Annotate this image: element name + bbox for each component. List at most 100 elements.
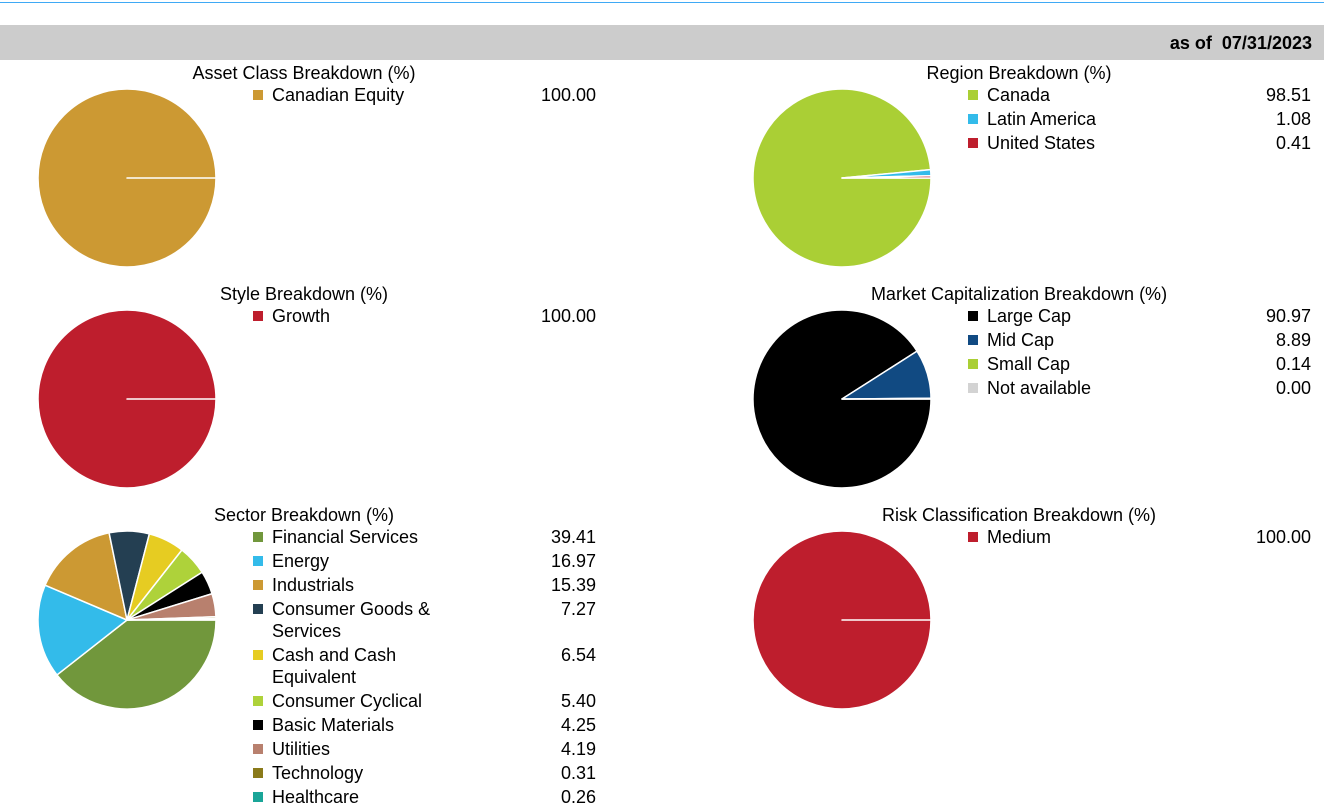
legend-swatch: [253, 311, 263, 321]
legend-label: Financial Services: [272, 527, 419, 547]
legend-swatch: [968, 383, 978, 393]
legend-item: Canada 98.51: [968, 84, 1311, 106]
legend-swatch: [253, 580, 263, 590]
legend-swatch: [968, 114, 978, 124]
legend-swatch: [968, 335, 978, 345]
legend-label: Basic Materials: [272, 715, 395, 735]
legend-value: 4.25: [560, 715, 596, 735]
legend-label: Energy: [272, 551, 330, 571]
top-rule: [0, 2, 1324, 3]
legend-label: Mid Cap: [987, 330, 1055, 350]
legend-value: 0.31: [560, 763, 596, 783]
legend-item: Growth 100.00: [253, 305, 596, 327]
legend: Canada 98.51 Latin America 1.08 United State…: [968, 84, 1311, 156]
legend-value: 98.51: [1265, 85, 1311, 105]
legend-value: 8.89: [1275, 330, 1311, 350]
legend: Canadian Equity 100.00: [253, 84, 596, 108]
pie-slice: [56, 619, 217, 710]
legend-swatch: [253, 650, 263, 660]
pie-slice: [752, 530, 932, 710]
legend-swatch: [968, 532, 978, 542]
legend-item: Not available 0.00: [968, 377, 1311, 399]
legend-label: Canada: [987, 85, 1051, 105]
pie-slice: [37, 584, 128, 676]
legend-label: Small Cap: [987, 354, 1071, 374]
legend-item: Industrials 15.39: [253, 574, 596, 596]
legend-swatch: [253, 556, 263, 566]
legend-label: Latin America: [987, 109, 1097, 129]
legend-swatch: [968, 359, 978, 369]
legend-swatch: [253, 532, 263, 542]
legend-swatch: [253, 720, 263, 730]
chart-title: Asset Class Breakdown (%): [192, 63, 416, 83]
legend-label: Technology: [272, 763, 364, 783]
legend-label: Consumer Goods & Services: [272, 599, 431, 641]
legend-item: Consumer Goods & Services 7.27: [253, 598, 596, 642]
chart-title: Market Capitalization Breakdown (%): [870, 284, 1168, 304]
legend-value: 4.19: [560, 739, 596, 759]
legend-label: Growth: [272, 306, 331, 326]
legend: Growth 100.00: [253, 305, 596, 329]
chart-title: Sector Breakdown (%): [213, 505, 395, 525]
legend-item: Mid Cap 8.89: [968, 329, 1311, 351]
pie-slice: [841, 174, 932, 179]
legend-swatch: [253, 696, 263, 706]
legend-value: 90.97: [1265, 306, 1311, 326]
legend-value: 15.39: [550, 575, 596, 595]
legend-item: Financial Services 39.41: [253, 526, 596, 548]
legend-swatch: [968, 138, 978, 148]
legend-value: 5.40: [560, 691, 596, 711]
legend-label: Consumer Cyclical: [272, 691, 423, 711]
pie-slice: [126, 617, 217, 621]
legend-label: Large Cap: [987, 306, 1072, 326]
legend: Financial Services 39.41 Energy 16.97 Indust…: [253, 526, 596, 810]
legend-label: Utilities: [272, 739, 331, 759]
legend-item: Energy 16.97: [253, 550, 596, 572]
legend-value: 0.14: [1275, 354, 1311, 374]
legend-swatch: [253, 792, 263, 802]
legend-value: 6.54: [560, 645, 596, 665]
legend-value: 100.00: [540, 85, 596, 105]
legend-value: 0.26: [560, 787, 596, 807]
legend-item: Medium 100.00: [968, 526, 1311, 548]
chart-title: Risk Classification Breakdown (%): [881, 505, 1157, 525]
legend-item: Latin America 1.08: [968, 108, 1311, 130]
as-of-date: as of 07/31/2023: [1169, 33, 1312, 53]
legend-value: 0.41: [1275, 133, 1311, 153]
legend-label: Industrials: [272, 575, 355, 595]
chart-title: Region Breakdown (%): [926, 63, 1112, 83]
legend-item: Small Cap 0.14: [968, 353, 1311, 375]
legend-swatch: [253, 768, 263, 778]
legend-value: 1.08: [1275, 109, 1311, 129]
legend-value: 100.00: [1255, 527, 1311, 547]
date-bar: as of 07/31/2023: [0, 25, 1324, 60]
legend-item: Technology 0.31: [253, 762, 596, 784]
pie-slice: [37, 309, 217, 489]
legend-value: 39.41: [550, 527, 596, 547]
legend-item: Utilities 4.19: [253, 738, 596, 760]
legend-item: Healthcare 0.26: [253, 786, 596, 808]
pie-slice: [37, 88, 217, 268]
legend-value: 7.27: [560, 599, 596, 619]
legend-item: Canadian Equity 100.00: [253, 84, 596, 106]
legend-swatch: [968, 90, 978, 100]
legend-label: Medium: [987, 527, 1052, 547]
legend-swatch: [253, 604, 263, 614]
legend-label: United States: [987, 133, 1096, 153]
chart-title: Style Breakdown (%): [219, 284, 389, 304]
legend-label: Canadian Equity: [272, 85, 405, 105]
legend-item: Consumer Cyclical 5.40: [253, 690, 596, 712]
legend: Large Cap 90.97 Mid Cap 8.89 Small Cap 0.14 No…: [968, 305, 1311, 401]
legend: Medium 100.00: [968, 526, 1311, 550]
legend-value: 16.97: [550, 551, 596, 571]
legend-value: 0.00: [1275, 378, 1311, 398]
pie-slice: [841, 397, 932, 400]
legend-value: 100.00: [540, 306, 596, 326]
legend-label: Not available: [987, 378, 1092, 398]
legend-label: Cash and Cash Equivalent: [272, 645, 397, 687]
legend-item: Basic Materials 4.25: [253, 714, 596, 736]
legend-item: Cash and Cash Equivalent 6.54: [253, 644, 596, 688]
pie-slice: [44, 532, 128, 621]
